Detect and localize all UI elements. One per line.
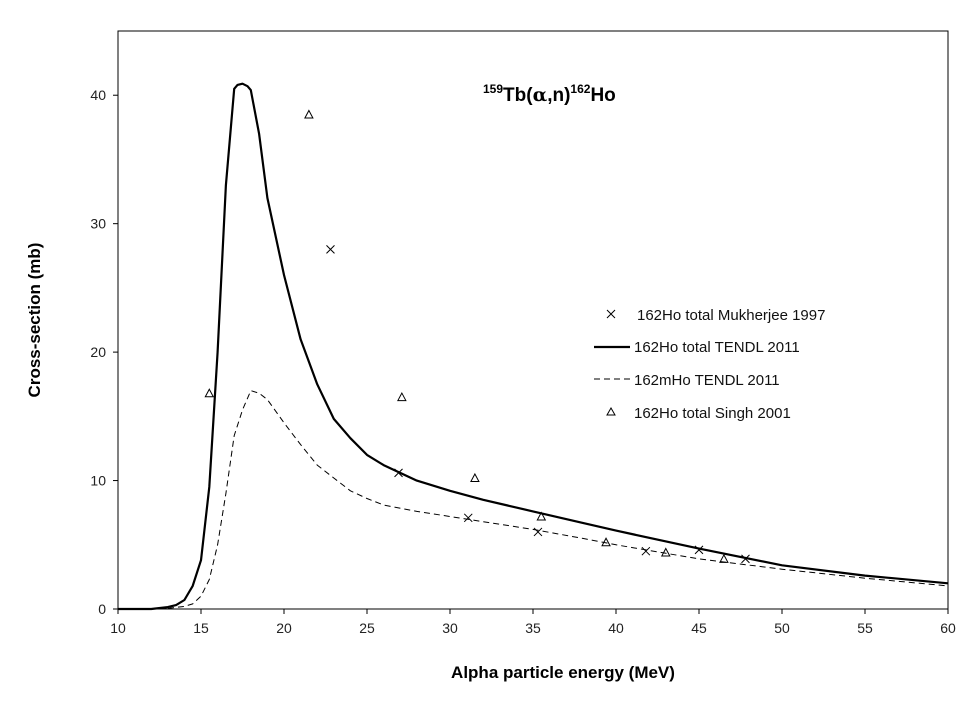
data-point-singh	[660, 547, 671, 557]
y-tick-label: 10	[90, 473, 106, 489]
y-tick-label: 0	[98, 601, 106, 617]
legend-symbol-triangle	[606, 406, 616, 416]
data-point-singh	[601, 537, 611, 547]
title-target-mass: 159	[483, 82, 503, 96]
title-product-mass: 162	[570, 82, 590, 96]
data-point-mukherjee	[463, 513, 473, 523]
series-line-tendl-total	[118, 82, 949, 611]
legend: 162Ho total Mukherjee 1997 162Ho total T…	[594, 307, 825, 422]
x-tick-label: 60	[940, 620, 956, 636]
title-reaction-rest: ,n)	[547, 85, 570, 106]
chart-title: 159Tb(α,n)162Ho	[483, 82, 616, 106]
legend-item-tendl-total: 162Ho total TENDL 2011	[594, 339, 800, 356]
x-tick-label: 10	[110, 620, 126, 636]
x-tick-label: 15	[193, 620, 209, 636]
legend-label-tendl-total: 162Ho total TENDL 2011	[634, 339, 800, 356]
data-point-singh	[204, 388, 215, 398]
series-lines	[117, 82, 949, 611]
x-tick-label: 20	[276, 620, 292, 636]
series-line-tendl-meta	[117, 390, 949, 610]
data-point-mukherjee	[694, 545, 704, 555]
x-tick-label: 30	[442, 620, 458, 636]
x-axis-title: Alpha particle energy (MeV)	[451, 663, 675, 682]
legend-item-singh: 162Ho total Singh 2001	[606, 405, 791, 422]
data-point-mukherjee	[326, 245, 335, 254]
x-tick-label: 40	[608, 620, 624, 636]
x-tick-label: 50	[774, 620, 790, 636]
x-tick-label: 35	[525, 620, 541, 636]
data-point-mukherjee	[741, 554, 750, 564]
x-tick-label: 25	[359, 620, 375, 636]
data-point-singh	[536, 511, 547, 521]
title-target: Tb(	[503, 85, 533, 106]
title-alpha-symbol: α	[533, 84, 548, 106]
data-point-mukherjee	[394, 468, 403, 478]
y-axis-title: Cross-section (mb)	[25, 243, 44, 398]
legend-symbol-x	[606, 309, 616, 319]
legend-label-singh: 162Ho total Singh 2001	[634, 405, 791, 422]
y-tick-label: 30	[90, 216, 106, 232]
data-point-mukherjee	[641, 546, 651, 556]
data-point-singh	[470, 472, 480, 482]
x-tick-label: 55	[857, 620, 873, 636]
y-tick-label: 20	[90, 344, 106, 360]
legend-item-tendl-meta: 162mHo TENDL 2011	[594, 372, 780, 389]
x-tick-label: 45	[691, 620, 707, 636]
title-product: Ho	[590, 85, 615, 106]
data-point-singh	[719, 553, 729, 563]
y-tick-label: 40	[90, 87, 106, 103]
legend-item-mukherjee: 162Ho total Mukherjee 1997	[606, 307, 825, 324]
legend-label-mukherjee: 162Ho total Mukherjee 1997	[637, 307, 825, 324]
data-point-singh	[397, 392, 407, 402]
data-point-singh	[304, 109, 314, 119]
data-point-mukherjee	[533, 527, 543, 537]
series-markers	[204, 109, 750, 564]
legend-label-tendl-meta: 162mHo TENDL 2011	[634, 372, 780, 389]
